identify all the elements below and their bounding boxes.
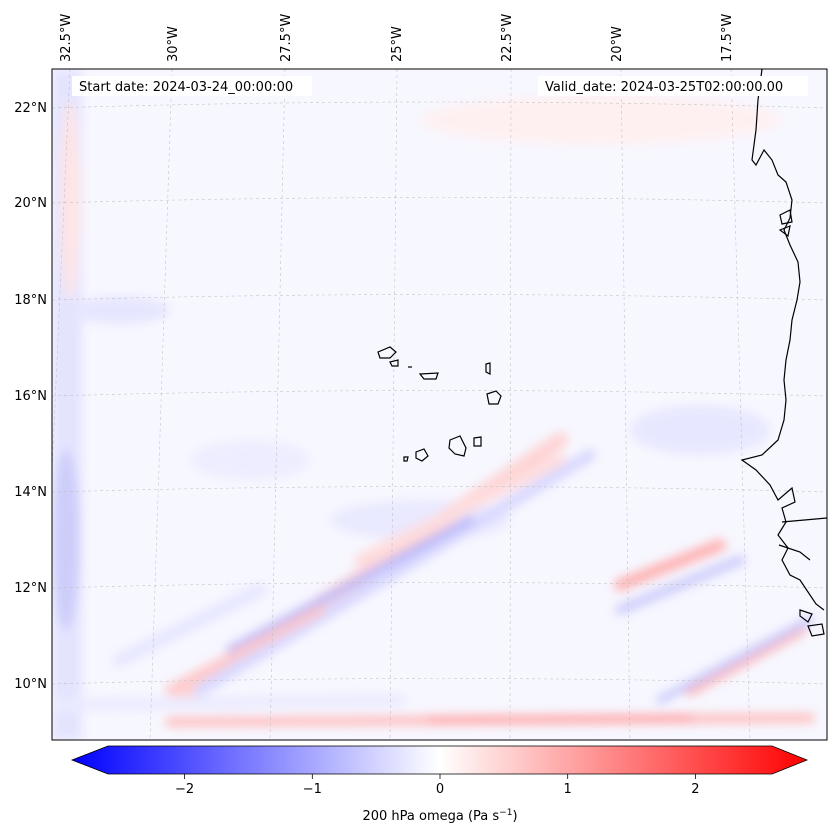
lat-label: 22°N [14, 101, 47, 116]
omega-band [684, 624, 806, 696]
lon-label: 22.5°W [500, 14, 515, 62]
parallel-line [52, 294, 827, 301]
gambia-river-coast [781, 517, 827, 523]
latitude-labels: 22°N 20°N 18°N 16°N 14°N 12°N 10°N [14, 101, 47, 692]
map-frame [51, 68, 828, 741]
lat-label: 20°N [14, 196, 47, 211]
lon-label: 27.5°W [279, 14, 294, 62]
bijagos-island [799, 609, 813, 623]
omega-patch [420, 95, 780, 145]
omega-patch [52, 450, 80, 630]
lat-label: 16°N [14, 389, 47, 404]
bijagos-island [807, 623, 825, 637]
guinea-bissau-coast [778, 544, 811, 561]
omega-patch [70, 296, 170, 324]
coastal-island [779, 209, 793, 225]
island-maio [473, 436, 482, 447]
omega-band [194, 449, 596, 696]
parallel-line [52, 678, 827, 685]
lon-label: 25°W [390, 26, 405, 62]
meridian-line [269, 69, 286, 740]
coastlines [377, 69, 827, 637]
valid-date-box [538, 76, 808, 96]
omega-band [113, 583, 267, 667]
colorbar-body [70, 745, 809, 775]
lat-label: 14°N [14, 485, 47, 500]
island-santo-antao [377, 346, 397, 359]
island-sao-nicolau [418, 372, 439, 380]
lat-label: 10°N [14, 677, 47, 692]
parallel-line [52, 390, 827, 397]
valid-date-label: Valid_date: 2024-03-25T02:00:00.00 [545, 80, 783, 95]
meridian-line [389, 69, 398, 740]
map-panel: Start date: 2024-03-24_00:00:00 Valid_da… [51, 68, 828, 741]
island-santiago [448, 435, 467, 457]
omega-field [52, 69, 815, 740]
colorbar-tick-label: 2 [691, 782, 699, 797]
colorbar-label: 200 hPa omega (Pa s−1) [362, 808, 517, 824]
omega-band [54, 694, 406, 711]
omega-band [226, 516, 474, 654]
meridian-line [730, 69, 751, 740]
graticule [52, 69, 827, 740]
island-fogo [415, 448, 429, 462]
omega-band [656, 616, 814, 704]
omega-patch [630, 405, 770, 455]
omega-band [615, 555, 745, 615]
omega-patch [190, 440, 310, 480]
west-africa-coast [740, 69, 825, 611]
lat-label: 12°N [14, 581, 47, 596]
colorbar-tick-label: −1 [303, 782, 322, 797]
colorbar-tick-label: 1 [564, 782, 572, 797]
island-sal [485, 362, 491, 375]
omega-patch [60, 100, 80, 300]
lon-label: 30°W [166, 26, 181, 62]
coastal-island [778, 225, 791, 238]
longitude-labels: 32.5°W 30°W 27.5°W 25°W 22.5°W 20°W 17.5… [59, 14, 735, 62]
island-boa-vista [486, 390, 502, 405]
lon-label: 17.5°W [720, 14, 735, 62]
omega-band [165, 605, 325, 695]
parallel-line [52, 486, 827, 493]
lon-label: 32.5°W [59, 14, 74, 62]
lat-label: 18°N [14, 293, 47, 308]
colorbar-tick-label: 0 [436, 782, 444, 797]
island-brava [403, 456, 409, 462]
parallel-line [52, 582, 827, 589]
meridian-line [620, 69, 631, 740]
meridian-line [509, 69, 512, 740]
omega-band [354, 454, 566, 566]
lon-label: 20°W [610, 26, 625, 62]
colorbar-ticks: −2 −1 0 1 2 [175, 774, 700, 797]
omega-band [614, 539, 726, 591]
colorbar: −2 −1 0 1 2 200 hPa omega (Pa s−1) [70, 745, 809, 824]
meridian-line [149, 69, 173, 740]
parallel-line [52, 197, 827, 204]
island-sao-vicente [389, 359, 399, 367]
start-date-box [72, 76, 312, 96]
parallel-line [52, 101, 827, 109]
start-date-label: Start date: 2024-03-24_00:00:00 [79, 80, 293, 95]
omega-band [426, 714, 694, 724]
colorbar-tick-label: −2 [175, 782, 194, 797]
